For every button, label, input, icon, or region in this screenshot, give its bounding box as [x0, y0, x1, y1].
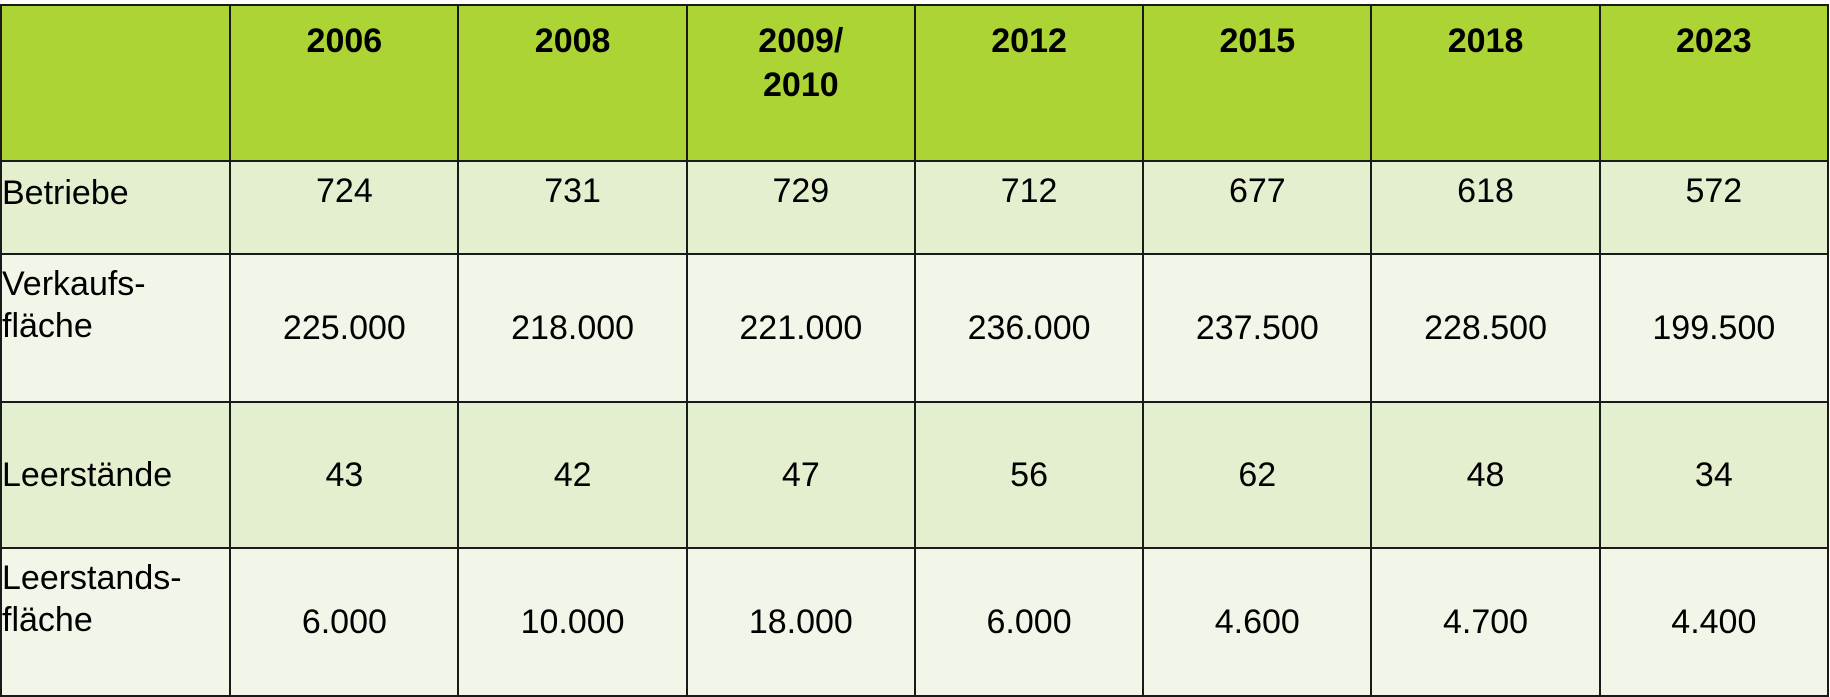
header-year-text: 2008 — [534, 22, 611, 60]
header-row: 2006 2008 2009/2010 2012 2015 2018 2023 — [0, 4, 1830, 162]
table-cell: 42 — [457, 401, 688, 549]
table-cell: 236.000 — [913, 253, 1145, 403]
table-cell: 228.500 — [1370, 253, 1601, 403]
row-label-text-line-2: fläche — [2, 601, 93, 639]
header-year-2008: 2008 — [457, 4, 688, 162]
table-cell: 199.500 — [1598, 253, 1830, 403]
header-year-text: 2018 — [1447, 22, 1524, 60]
table-cell: 4.700 — [1370, 547, 1601, 697]
table-cell: 34 — [1598, 401, 1830, 549]
header-year-text-line-1: 2009/ — [758, 22, 844, 60]
header-year-text: 2006 — [306, 22, 383, 60]
header-year-text: 2015 — [1219, 22, 1296, 60]
table-row-leerstaende: Leerstände 43 42 47 56 62 48 34 — [0, 401, 1830, 549]
table-cell: 18.000 — [685, 547, 916, 697]
table-cell: 225.000 — [229, 253, 460, 403]
header-year-2023: 2023 — [1598, 4, 1830, 162]
table-row-verkaufsflaeche: Verkaufs-fläche 225.000 218.000 221.000 … — [0, 253, 1830, 403]
row-label-betriebe: Betriebe — [0, 160, 232, 255]
table-cell: 43 — [229, 401, 460, 549]
table-cell: 48 — [1370, 401, 1601, 549]
header-year-text-line-2: 2010 — [763, 66, 839, 104]
table-cell: 4.600 — [1142, 547, 1373, 697]
row-label-verkaufsflaeche: Verkaufs-fläche — [0, 253, 232, 403]
table-cell: 56 — [913, 401, 1145, 549]
header-year-text: 2012 — [991, 22, 1067, 60]
table-row-betriebe: Betriebe 724 731 729 712 677 618 572 — [0, 160, 1830, 255]
header-year-2006: 2006 — [229, 4, 460, 162]
table-cell: 677 — [1142, 160, 1373, 255]
row-label-leerstandsflaeche: Leerstands-fläche — [0, 547, 232, 697]
header-year-2009-2010: 2009/2010 — [685, 4, 916, 162]
table-cell: 724 — [229, 160, 460, 255]
header-corner-cell — [0, 4, 232, 162]
table-cell: 729 — [685, 160, 916, 255]
data-table: 2006 2008 2009/2010 2012 2015 2018 2023 … — [0, 4, 1830, 697]
table-cell: 47 — [685, 401, 916, 549]
row-label-text: Betriebe — [2, 174, 129, 212]
header-year-2015: 2015 — [1142, 4, 1373, 162]
header-year-text: 2023 — [1676, 22, 1752, 60]
row-label-text-line-1: Leerstands- — [2, 559, 182, 597]
header-year-2018: 2018 — [1370, 4, 1601, 162]
row-label-text-line-2: fläche — [2, 307, 93, 345]
table-cell: 712 — [913, 160, 1145, 255]
table-cell: 10.000 — [457, 547, 688, 697]
table-cell: 237.500 — [1142, 253, 1373, 403]
table-row-leerstandsflaeche: Leerstands-fläche 6.000 10.000 18.000 6.… — [0, 547, 1830, 697]
table-cell: 731 — [457, 160, 688, 255]
table-cell: 218.000 — [457, 253, 688, 403]
table-cell: 4.400 — [1598, 547, 1830, 697]
table-cell: 618 — [1370, 160, 1601, 255]
table-cell: 6.000 — [229, 547, 460, 697]
table-cell: 572 — [1598, 160, 1830, 255]
table-cell: 6.000 — [913, 547, 1145, 697]
row-label-leerstaende: Leerstände — [0, 401, 232, 549]
row-label-text: Leerstände — [2, 456, 173, 494]
table-cell: 221.000 — [685, 253, 916, 403]
table-cell: 62 — [1142, 401, 1373, 549]
header-year-2012: 2012 — [913, 4, 1145, 162]
row-label-text-line-1: Verkaufs- — [2, 265, 146, 303]
